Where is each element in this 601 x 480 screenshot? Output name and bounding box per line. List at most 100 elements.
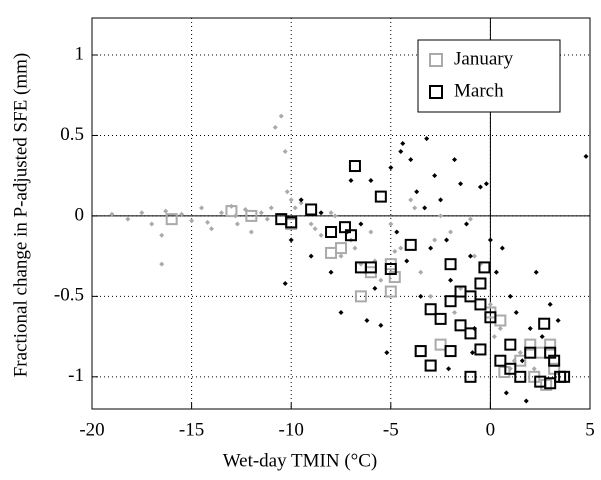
- dot-marker: [438, 197, 444, 203]
- square-marker: [494, 354, 507, 367]
- dot-marker: [513, 309, 519, 315]
- square-marker: [558, 370, 571, 383]
- x-tick-label: 0: [486, 419, 496, 440]
- y-axis-label: Fractional change in P-adjusted SFE (mm): [10, 53, 31, 378]
- dot-marker: [318, 232, 324, 238]
- dot-marker: [503, 390, 509, 396]
- dot-marker: [583, 153, 589, 159]
- legend-box: [417, 39, 561, 113]
- dot-marker: [282, 149, 288, 155]
- dot-marker: [268, 205, 274, 211]
- dot-marker: [452, 309, 458, 315]
- square-marker: [348, 160, 361, 173]
- dot-marker: [448, 277, 454, 283]
- square-marker: [424, 303, 437, 316]
- x-tick-label: -15: [179, 419, 204, 440]
- dot-marker: [264, 216, 270, 222]
- dot-marker: [539, 334, 545, 340]
- dot-marker: [298, 200, 304, 206]
- square-marker: [544, 346, 557, 359]
- dot-marker: [507, 293, 513, 299]
- square-marker: [325, 246, 338, 259]
- dot-marker: [487, 237, 493, 243]
- dot-marker: [318, 210, 324, 216]
- dot-marker: [312, 226, 318, 232]
- square-marker: [524, 338, 537, 351]
- dot-marker: [448, 229, 454, 235]
- square-marker: [474, 277, 487, 290]
- dot-marker: [278, 113, 284, 119]
- dot-marker: [308, 221, 314, 227]
- dot-marker: [467, 216, 473, 222]
- dot-marker: [109, 211, 115, 217]
- dot-marker: [400, 141, 406, 147]
- dot-marker: [388, 165, 394, 171]
- dot-marker: [139, 210, 145, 216]
- dot-marker: [205, 219, 211, 225]
- square-marker: [404, 238, 417, 251]
- dot-marker: [292, 205, 298, 211]
- dot-marker: [519, 358, 525, 364]
- dot-marker: [408, 157, 414, 163]
- square-marker: [478, 261, 491, 274]
- dot-marker: [234, 221, 240, 227]
- dot-marker: [398, 149, 404, 155]
- square-marker: [424, 359, 437, 372]
- dot-marker: [499, 245, 505, 251]
- dot-marker: [467, 253, 473, 259]
- square-marker: [364, 261, 377, 274]
- dot-marker: [159, 232, 165, 238]
- square-marker: [305, 203, 318, 216]
- dot-marker: [547, 301, 553, 307]
- square-marker: [544, 338, 557, 351]
- square-marker: [484, 311, 497, 324]
- dot-marker: [452, 157, 458, 163]
- dot-marker: [555, 318, 561, 324]
- dot-marker: [428, 293, 434, 299]
- dot-marker: [458, 181, 464, 187]
- dot-marker: [412, 205, 418, 211]
- dot-marker: [378, 322, 384, 328]
- square-marker: [544, 377, 557, 390]
- x-axis-label: Wet-day TMIN (°C): [223, 450, 378, 471]
- dot-marker: [199, 205, 205, 211]
- dot-marker: [338, 253, 344, 259]
- dot-marker: [298, 197, 304, 203]
- dot-marker: [424, 136, 430, 142]
- square-marker: [354, 290, 367, 303]
- dot-marker: [398, 245, 404, 251]
- dot-marker: [469, 350, 475, 356]
- dot-marker: [432, 237, 438, 243]
- square-marker: [464, 327, 477, 340]
- square-marker: [464, 370, 477, 383]
- dot-marker: [308, 253, 314, 259]
- square-marker: [414, 345, 427, 358]
- dot-marker: [483, 181, 489, 187]
- dot-marker: [248, 229, 254, 235]
- dot-marker: [284, 189, 290, 195]
- dot-marker: [338, 309, 344, 315]
- dot-marker: [163, 208, 169, 214]
- dot-marker: [394, 229, 400, 235]
- square-marker: [464, 290, 477, 303]
- dot-marker: [491, 334, 497, 340]
- dot-marker: [471, 253, 477, 259]
- square-marker: [424, 359, 437, 372]
- dot-marker: [368, 178, 374, 184]
- dot-marker: [438, 213, 444, 219]
- dot-marker: [487, 301, 493, 307]
- dot-marker: [414, 189, 420, 195]
- dot-marker: [446, 366, 452, 372]
- square-marker: [165, 213, 178, 226]
- square-marker: [548, 354, 561, 367]
- dot-marker: [352, 245, 358, 251]
- square-marker: [434, 338, 447, 351]
- square-marker: [388, 271, 401, 284]
- legend-marker: [429, 53, 443, 67]
- dot-marker: [408, 197, 414, 203]
- square-marker: [514, 370, 527, 383]
- dot-marker: [272, 124, 278, 130]
- dot-marker: [428, 245, 434, 251]
- dot-marker: [533, 269, 539, 275]
- legend-marker: [429, 85, 443, 99]
